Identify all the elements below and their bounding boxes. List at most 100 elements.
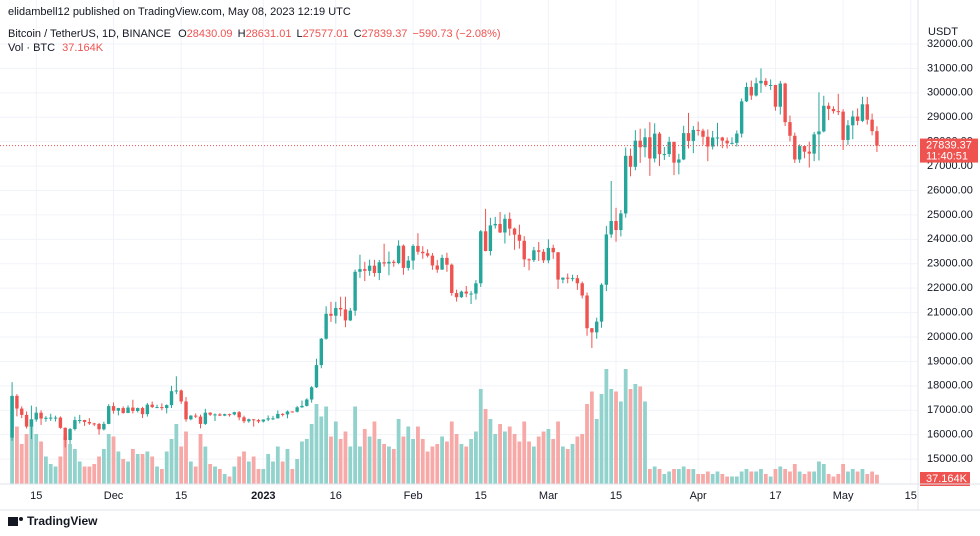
volume-bar xyxy=(459,444,464,484)
volume-bar xyxy=(179,446,184,484)
candle-body xyxy=(648,137,652,159)
candle-body xyxy=(251,419,256,421)
candle-body xyxy=(474,283,478,294)
volume-bar xyxy=(657,469,662,484)
candle-body xyxy=(638,140,642,148)
candle-body xyxy=(512,228,517,235)
volume-bar xyxy=(150,456,155,484)
candle-body xyxy=(309,387,314,400)
volume-layer xyxy=(10,369,879,484)
volume-bar xyxy=(198,434,203,484)
volume-bar xyxy=(387,446,391,484)
candle-body xyxy=(290,411,295,413)
volume-bar xyxy=(304,439,309,484)
volume-bar xyxy=(667,471,672,484)
volume-bar xyxy=(705,471,710,484)
candle-body xyxy=(203,412,208,424)
candle-body xyxy=(691,129,696,141)
candle-body xyxy=(208,412,212,415)
volume-bar xyxy=(97,456,101,484)
y-tick-label: 22000.00 xyxy=(927,282,973,294)
candle-body xyxy=(575,278,580,284)
candle-body xyxy=(788,122,792,136)
volume-bar xyxy=(846,471,850,484)
volume-bar xyxy=(531,446,536,484)
volume-bar xyxy=(48,464,53,484)
candle-body xyxy=(227,414,232,416)
x-tick-label: Apr xyxy=(690,490,707,502)
volume-bar xyxy=(377,439,382,484)
volume-bar xyxy=(58,456,63,484)
y-tick-label: 21000.00 xyxy=(927,306,973,318)
candle-body xyxy=(580,283,584,296)
volume-bar xyxy=(730,476,734,484)
candle-body xyxy=(686,133,691,141)
volume-bar xyxy=(589,391,594,484)
volume-bar xyxy=(474,431,478,484)
volume-bar xyxy=(362,429,367,484)
volume-bar xyxy=(469,439,473,484)
y-tick-label: 15000.00 xyxy=(927,453,973,465)
candle-body xyxy=(242,417,246,422)
volume-bar xyxy=(817,461,821,484)
candle-body xyxy=(720,137,725,141)
candle-body xyxy=(860,104,865,121)
volume-bar xyxy=(715,471,720,484)
candle-body xyxy=(372,265,377,274)
candle-body xyxy=(464,291,468,294)
volume-label-box xyxy=(920,472,970,486)
volume-bar xyxy=(440,436,444,484)
y-tick-label: 19000.00 xyxy=(927,355,973,367)
candle-body xyxy=(401,245,406,268)
candle-body xyxy=(730,142,734,144)
volume-bar xyxy=(280,461,285,484)
candle-body xyxy=(102,423,106,430)
candle-body xyxy=(807,151,811,154)
volume-bar xyxy=(788,471,792,484)
candle-body xyxy=(396,245,401,264)
volume-bar xyxy=(82,466,87,484)
candle-body xyxy=(759,80,763,84)
candle-body xyxy=(677,159,681,163)
volume-bar xyxy=(19,444,24,484)
candle-body xyxy=(875,131,879,146)
volume-bar xyxy=(358,446,362,484)
volume-bar xyxy=(763,474,768,484)
candle-body xyxy=(126,407,130,413)
volume-value: 37.164K xyxy=(62,42,104,54)
candle-body xyxy=(24,414,29,427)
candle-body xyxy=(681,133,686,160)
candle-body xyxy=(39,412,43,419)
candle-body xyxy=(218,414,222,416)
volume-bar xyxy=(773,469,778,484)
volume-bar xyxy=(860,469,865,484)
candle-body xyxy=(672,141,676,163)
volume-bar xyxy=(850,469,855,484)
candle-body xyxy=(812,134,816,154)
volume-bar xyxy=(768,476,773,484)
candle-body xyxy=(82,420,87,422)
volume-bar xyxy=(493,434,498,484)
x-tick-label: Dec xyxy=(104,490,124,502)
candle-body xyxy=(541,251,546,261)
candle-body xyxy=(377,262,381,274)
candle-body xyxy=(174,390,179,392)
candle-body xyxy=(483,231,488,252)
volume-bar xyxy=(406,426,411,484)
candle-body xyxy=(247,419,251,422)
volume-bar xyxy=(53,466,58,484)
candle-body xyxy=(285,411,290,415)
candle-body xyxy=(595,321,599,333)
candle-body xyxy=(633,140,638,167)
candle-body xyxy=(222,414,227,416)
y-tick-label: 32000.00 xyxy=(927,38,973,50)
x-tick-label: Mar xyxy=(539,490,558,502)
candle-body xyxy=(338,307,343,310)
volume-bar xyxy=(242,451,246,484)
candle-body xyxy=(517,234,522,241)
volume-bar xyxy=(77,461,82,484)
volume-bar xyxy=(681,466,686,484)
candle-body xyxy=(619,213,623,231)
candle-body xyxy=(58,417,63,428)
volume-bar xyxy=(411,439,415,484)
